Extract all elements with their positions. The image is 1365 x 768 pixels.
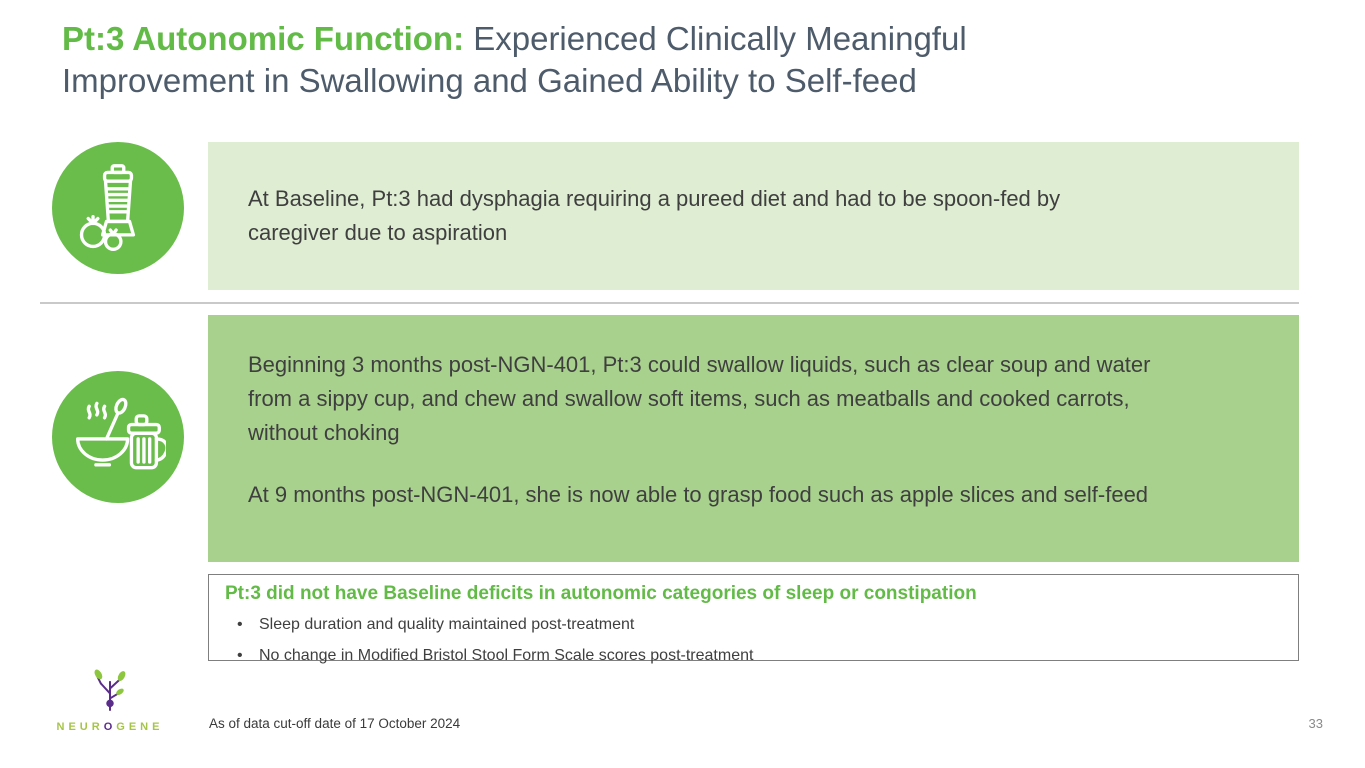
section-divider <box>40 302 1299 304</box>
logo-text-right: GENE <box>116 721 164 733</box>
outcome-paragraph-1: Beginning 3 months post-NGN-401, Pt:3 co… <box>248 352 1151 445</box>
blender-food-icon <box>52 142 184 274</box>
page-number: 33 <box>1308 716 1323 731</box>
note-heading: Pt:3 did not have Baseline deficits in a… <box>225 583 977 604</box>
note-bullet: Sleep duration and quality maintained po… <box>225 613 1282 637</box>
baseline-callout: At Baseline, Pt:3 had dysphagia requirin… <box>208 142 1299 290</box>
outcome-paragraph-2: At 9 months post-NGN-401, she is now abl… <box>248 482 1149 507</box>
note-box: Pt:3 did not have Baseline deficits in a… <box>208 574 1299 668</box>
title-highlight: Pt:3 Autonomic Function: <box>62 20 465 57</box>
bowl-cup-icon <box>52 371 184 503</box>
tree-icon <box>94 669 126 712</box>
blender-icon <box>79 164 136 251</box>
logo-text-left: NEUR <box>56 721 104 733</box>
logo-wordmark: NEUROGENE <box>50 721 170 733</box>
title-rest: Experienced Clinically Meaningful Improv… <box>62 20 967 99</box>
neurogene-logo: NEUROGENE <box>50 658 170 733</box>
bowl-spoon-cup-icon <box>76 397 166 470</box>
logo-o: O <box>103 721 117 733</box>
note-bullet-list: Sleep duration and quality maintained po… <box>225 613 1282 668</box>
outcome-callout: Beginning 3 months post-NGN-401, Pt:3 co… <box>208 315 1299 562</box>
page-title: Pt:3 Autonomic Function: Experienced Cli… <box>62 18 1162 102</box>
note-bullet: No change in Modified Bristol Stool Form… <box>225 644 1282 668</box>
data-cutoff-note: As of data cut-off date of 17 October 20… <box>209 716 461 731</box>
baseline-text: At Baseline, Pt:3 had dysphagia requirin… <box>248 186 1061 245</box>
